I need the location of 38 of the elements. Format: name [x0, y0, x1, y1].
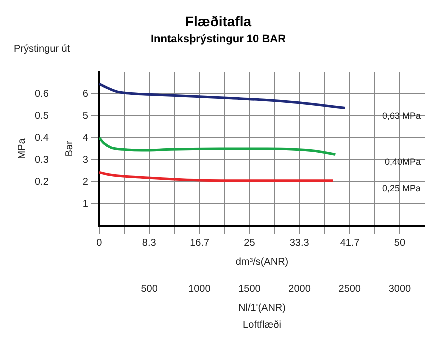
chart-title: Flæðitafla [185, 13, 252, 30]
text: 0,40MPa [384, 157, 421, 168]
text: 0,25 MPa [382, 183, 421, 194]
chart-subtitle: Inntaksþrýstingur 10 BAR [150, 33, 286, 46]
x2-tick-label: 3000 [388, 284, 412, 295]
x2-tick-label: 500 [141, 284, 158, 295]
x-tick-label: 33.3 [290, 238, 310, 249]
y-tick-label: 1 [82, 198, 89, 210]
y2-axis-title: MPa [16, 138, 28, 160]
y-tick-label: 2 [82, 176, 89, 188]
line-series [99, 171, 334, 182]
y2-tick-label: 0.6 [34, 88, 50, 100]
text: Loftflæði [243, 320, 282, 331]
text: Prýstingur út [14, 44, 70, 55]
y-axis-title: Bar [64, 140, 76, 157]
y2-tick-label: 0.5 [34, 110, 50, 122]
line-series [99, 82, 347, 110]
text: 0,63 MPa [382, 110, 421, 121]
y2-tick-label: 0.3 [34, 154, 50, 166]
y-tick-label: 6 [82, 88, 89, 100]
x-tick-label: 0 [96, 238, 103, 249]
x2-axis-title: Nl/1'(ANR) [238, 302, 286, 314]
x2-tick-label: 2500 [338, 284, 362, 295]
x2-tick-label: 2000 [288, 284, 312, 295]
x2-tick-label: 1500 [238, 284, 262, 295]
x2-tick-label: 1000 [188, 284, 212, 295]
y-tick-label: 4 [82, 132, 89, 144]
x-tick-label: 16.7 [190, 238, 210, 249]
line-series [99, 136, 337, 156]
y-tick-label: 3 [82, 154, 89, 166]
x-tick-label: 50 [394, 238, 406, 249]
x-axis-title: dm³/s(ANR) [236, 256, 289, 268]
x-tick-label: 8.3 [142, 238, 157, 249]
x-tick-label: 25 [244, 238, 256, 249]
y2-tick-label: 0.4 [34, 132, 50, 144]
y2-tick-label: 0.2 [34, 176, 50, 188]
x-tick-label: 41.7 [340, 238, 360, 249]
y-tick-label: 5 [82, 110, 89, 122]
